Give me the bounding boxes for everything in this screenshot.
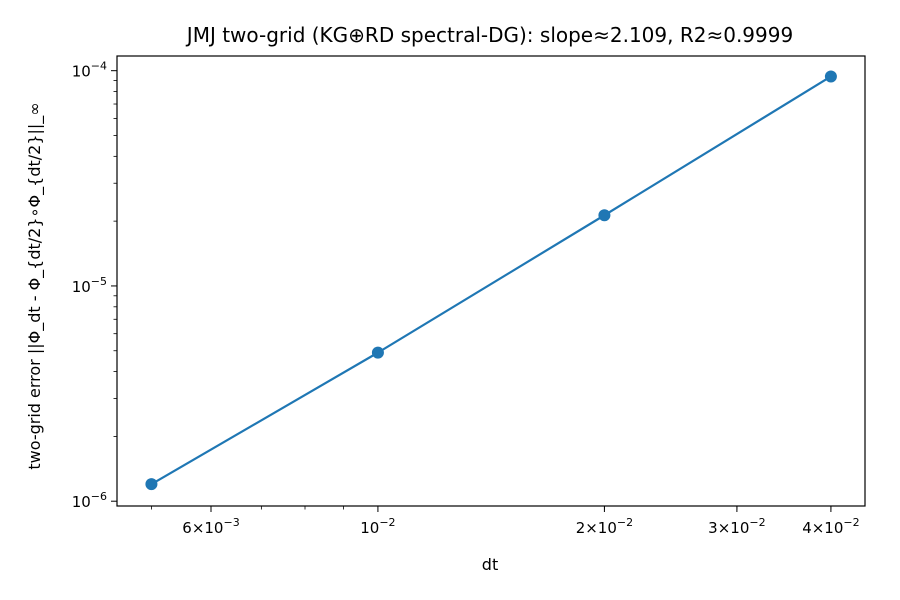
axes-frame	[116, 55, 866, 507]
x-tick-label: 2×10−2	[576, 516, 633, 537]
chart-title: JMJ two-grid (KG⊕RD spectral-DG): slope≈…	[185, 23, 793, 47]
series-line	[150, 75, 832, 486]
x-tick-label: 10−2	[360, 516, 395, 537]
data-point	[824, 70, 837, 83]
x-axis-label: dt	[482, 555, 498, 574]
plot-area: 6×10−3 10−2 2×10−2 3×10−2 4×10−2 10−6 10−5 10−4	[72, 55, 866, 537]
x-tick-label: 3×10−2	[708, 516, 765, 537]
x-tick-label: 6×10−3	[182, 516, 239, 537]
y-tick-label: 10−6	[72, 490, 107, 511]
data-point	[371, 346, 384, 359]
y-tick-label: 10−4	[72, 60, 107, 81]
y-axis-label: two-grid error ||Φ_dt - Φ_{dt/2}∘Φ_{dt/2…	[25, 102, 45, 469]
data-point	[145, 478, 158, 491]
x-tick-label: 4×10−2	[802, 516, 859, 537]
y-tick-label: 10−5	[72, 275, 107, 296]
data-point	[598, 209, 611, 222]
